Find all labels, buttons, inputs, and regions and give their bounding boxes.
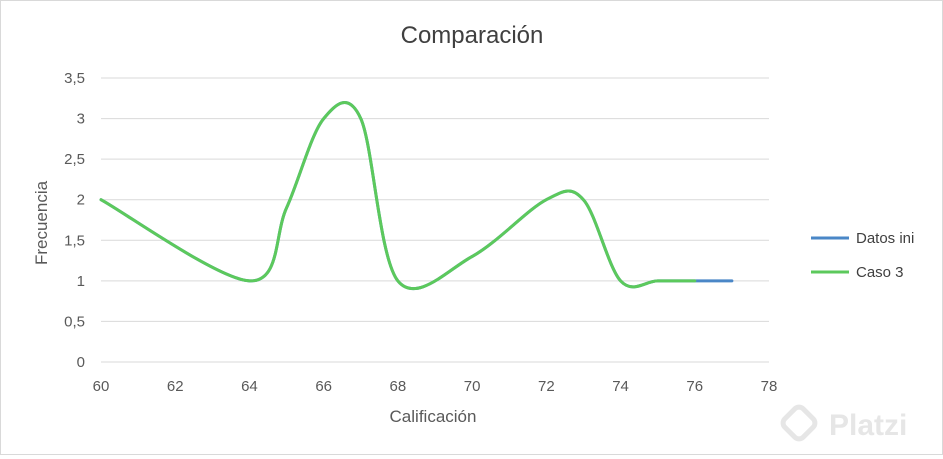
legend-label: Datos ini <box>856 230 914 247</box>
x-axis-label: Calificación <box>390 407 477 426</box>
x-tick-label: 66 <box>315 378 332 395</box>
x-tick-label: 62 <box>167 378 184 395</box>
y-tick-label: 2 <box>77 192 85 209</box>
y-axis-ticks: 0 0,5 1 1,5 2 2,5 3 3,5 <box>64 70 85 371</box>
x-tick-label: 70 <box>464 378 481 395</box>
x-tick-label: 76 <box>686 378 703 395</box>
series-layer <box>99 101 734 291</box>
y-tick-label: 0,5 <box>64 313 85 330</box>
platzi-watermark-text: Platzi <box>829 409 907 442</box>
y-tick-label: 3,5 <box>64 70 85 87</box>
platzi-logo-icon <box>780 404 818 442</box>
legend-label: Caso 3 <box>856 264 904 281</box>
platzi-watermark: Platzi <box>780 404 907 442</box>
legend: Datos ini Caso 3 <box>811 230 914 281</box>
y-tick-label: 0 <box>77 354 85 371</box>
y-tick-label: 1,5 <box>64 232 85 249</box>
series-line-2 <box>99 101 697 291</box>
chart-title: Comparación <box>401 22 544 49</box>
x-tick-label: 64 <box>241 378 258 395</box>
x-tick-label: 72 <box>538 378 555 395</box>
y-tick-label: 2,5 <box>64 151 85 168</box>
x-axis-ticks: 60 62 64 66 68 70 72 74 76 78 <box>93 378 778 395</box>
y-tick-label: 1 <box>77 273 85 290</box>
x-tick-label: 74 <box>612 378 629 395</box>
x-tick-label: 68 <box>390 378 407 395</box>
gridlines <box>101 77 769 363</box>
y-axis-label: Frecuencia <box>32 180 51 265</box>
x-tick-label: 78 <box>761 378 778 395</box>
y-tick-label: 3 <box>77 111 85 128</box>
x-tick-label: 60 <box>93 378 110 395</box>
series-line-1 <box>99 101 734 291</box>
